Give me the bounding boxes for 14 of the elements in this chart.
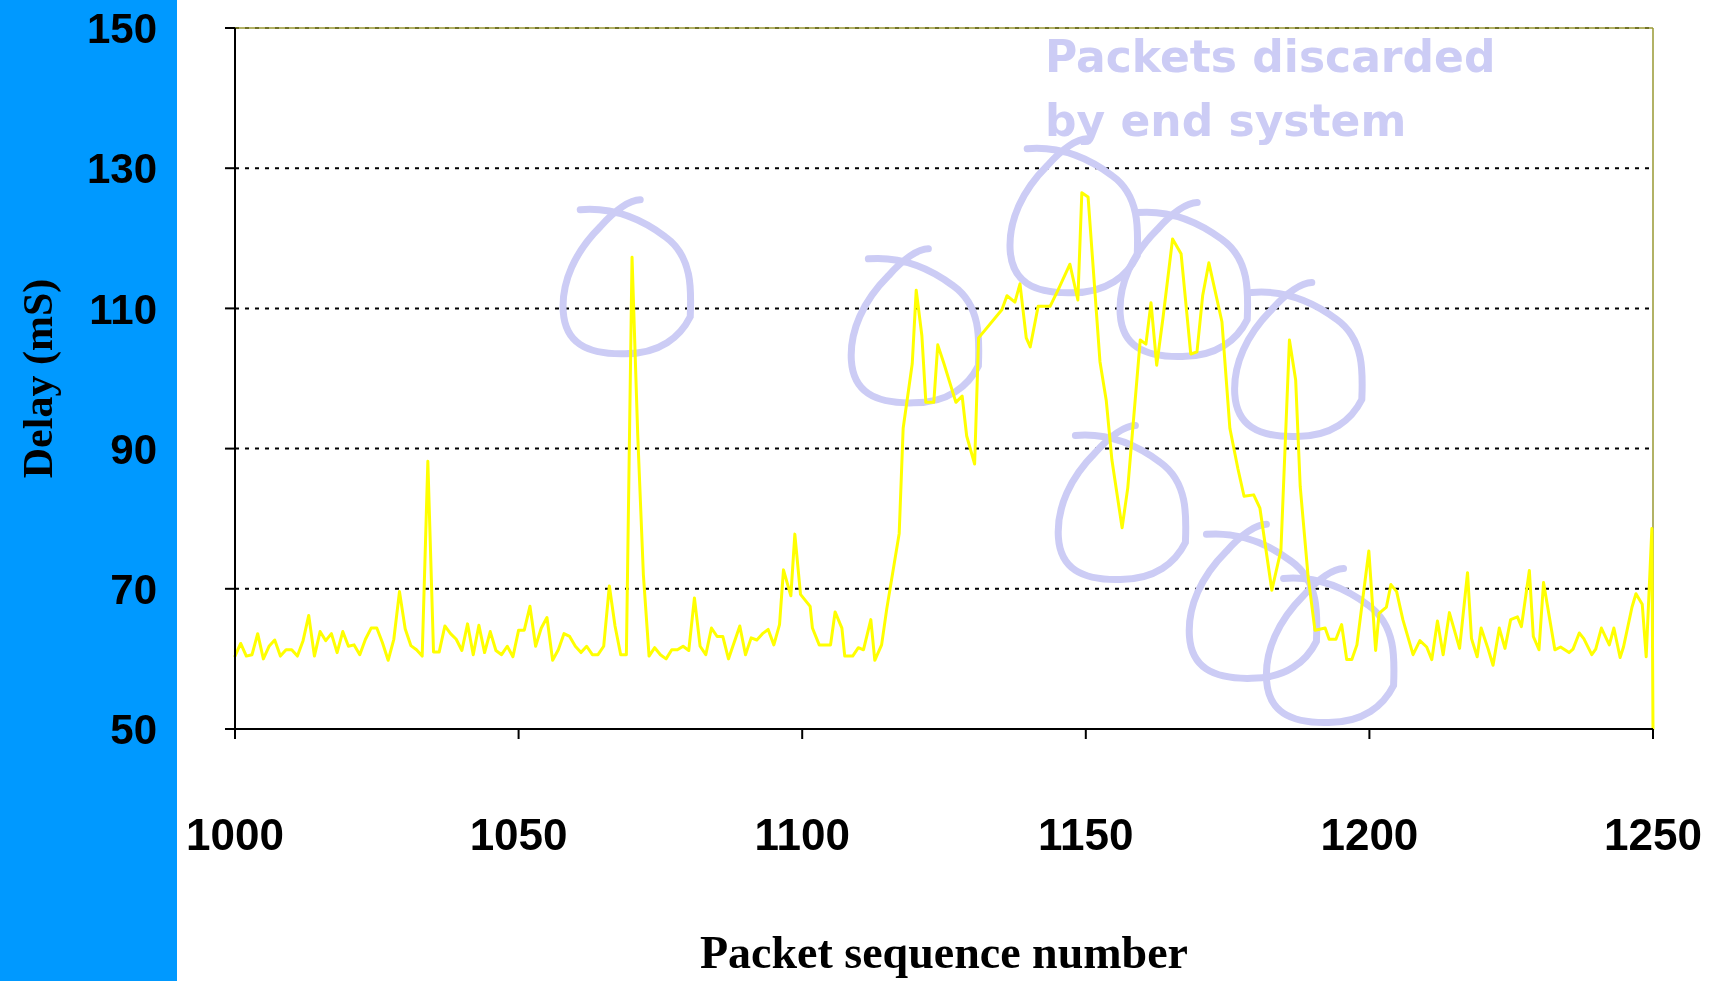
x-tick-label: 1100 bbox=[754, 810, 850, 859]
x-tick-label: 1250 bbox=[1604, 810, 1702, 859]
x-tick-label: 1000 bbox=[186, 810, 284, 859]
y-tick-label: 150 bbox=[86, 5, 157, 53]
y-tick-label: 90 bbox=[110, 425, 157, 473]
x-tick-label: 1150 bbox=[1038, 810, 1134, 859]
y-tick-label: 50 bbox=[110, 706, 157, 754]
y-tick-label: 110 bbox=[89, 285, 157, 333]
y-tick-label: 130 bbox=[86, 145, 157, 193]
y-tick-label: 70 bbox=[110, 565, 157, 613]
x-tick-label: 1200 bbox=[1320, 810, 1419, 859]
y-axis-title: Delay (mS) bbox=[15, 278, 62, 479]
x-tick-label: 1050 bbox=[469, 810, 568, 859]
x-axis-title: Packet sequence number bbox=[699, 927, 1189, 978]
